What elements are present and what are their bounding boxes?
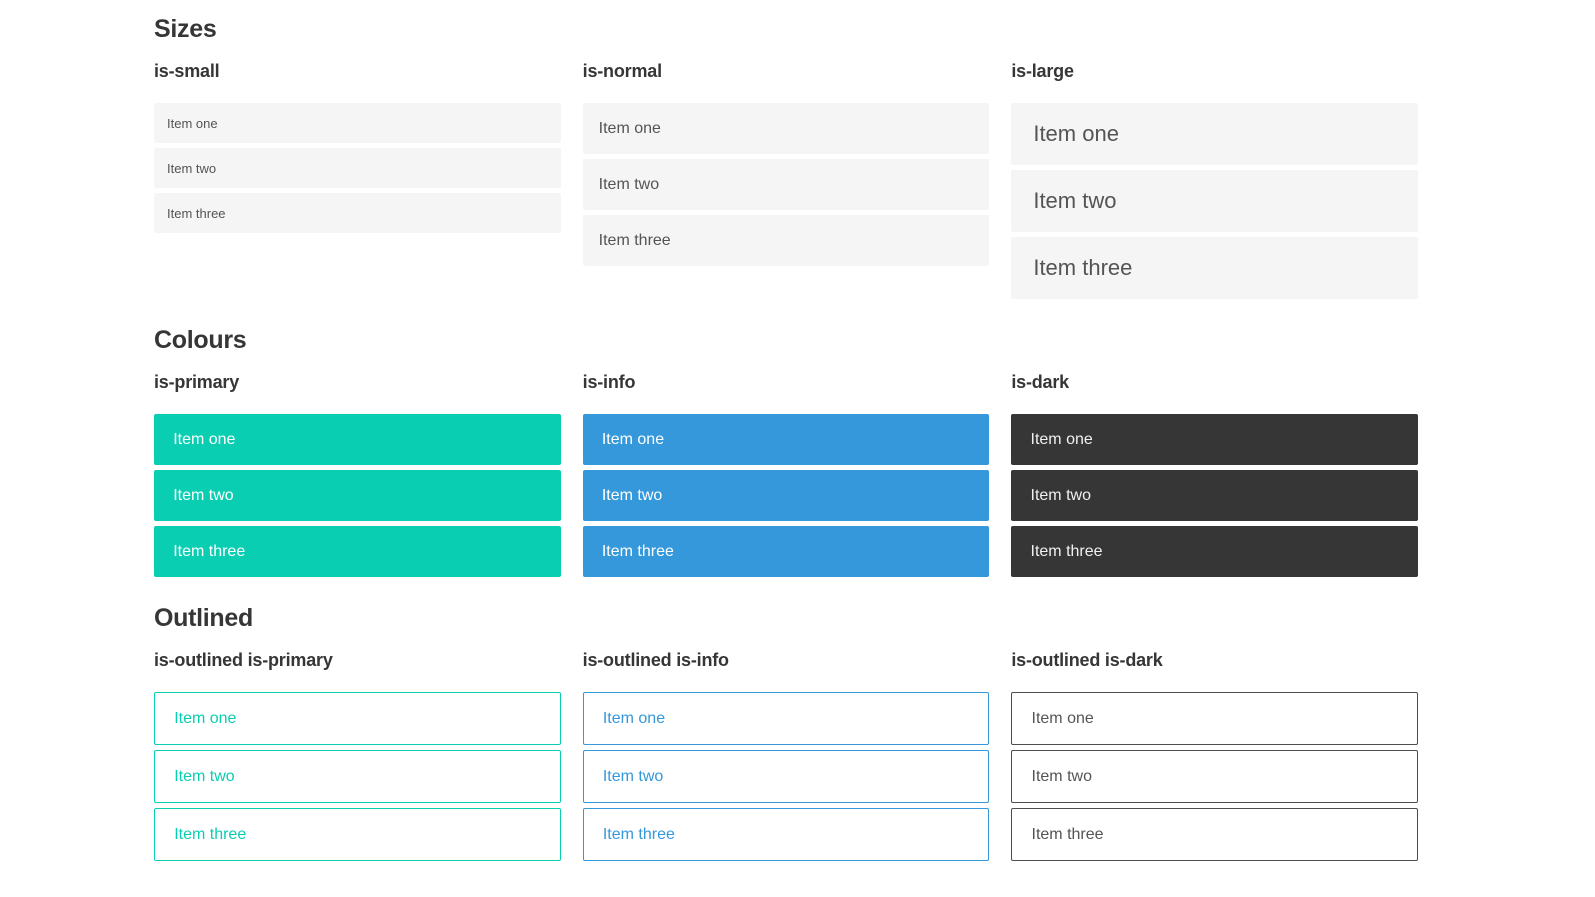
item-list: Item one Item two Item three bbox=[582, 414, 990, 577]
group-label: is-outlined is-info bbox=[582, 650, 729, 670]
list-item[interactable]: Item three bbox=[1011, 237, 1418, 299]
item-list: Item one Item two Item three bbox=[1011, 414, 1418, 577]
list-item[interactable]: Item two bbox=[154, 148, 561, 188]
list-item[interactable]: Item three bbox=[582, 526, 990, 577]
group-label: is-primary bbox=[154, 372, 240, 392]
list-item[interactable]: Item three bbox=[154, 526, 561, 577]
list-item[interactable]: Item two bbox=[582, 470, 990, 521]
group-is-normal: is-normal Item one Item two Item three bbox=[582, 60, 990, 266]
group-label: is-large bbox=[1011, 61, 1074, 81]
group-is-dark: is-dark Item one Item two Item three bbox=[1011, 371, 1418, 577]
item-list: Item one Item two Item three bbox=[582, 692, 990, 861]
section-title: Colours bbox=[154, 326, 247, 354]
group-label: is-outlined is-dark bbox=[1011, 650, 1163, 670]
group-is-small: is-small Item one Item two Item three bbox=[154, 60, 561, 233]
group-label: is-normal bbox=[582, 61, 662, 81]
group-is-outlined-is-info: is-outlined is-info Item one Item two It… bbox=[582, 649, 990, 861]
item-list: Item one Item two Item three bbox=[1011, 103, 1418, 299]
outlined-columns: is-outlined is-primary Item one Item two… bbox=[154, 649, 1418, 861]
list-item[interactable]: Item two bbox=[582, 159, 990, 210]
list-item[interactable]: Item two bbox=[1011, 750, 1418, 803]
group-label: is-outlined is-primary bbox=[154, 650, 333, 670]
list-item[interactable]: Item three bbox=[154, 808, 561, 861]
list-item[interactable]: Item one bbox=[582, 692, 990, 745]
colours-columns: is-primary Item one Item two Item three … bbox=[154, 371, 1418, 577]
list-item[interactable]: Item one bbox=[154, 692, 561, 745]
list-item[interactable]: Item one bbox=[582, 103, 990, 154]
section-colours: Colours is-primary Item one Item two Ite… bbox=[154, 325, 1418, 577]
list-item[interactable]: Item one bbox=[1011, 692, 1418, 745]
group-label: is-small bbox=[154, 61, 220, 81]
list-item[interactable]: Item one bbox=[154, 103, 561, 143]
section-title: Outlined bbox=[154, 604, 253, 632]
list-item[interactable]: Item three bbox=[582, 808, 990, 861]
list-item[interactable]: Item three bbox=[1011, 526, 1418, 577]
list-item[interactable]: Item two bbox=[1011, 470, 1418, 521]
list-item[interactable]: Item two bbox=[1011, 170, 1418, 232]
section-title: Sizes bbox=[154, 15, 217, 43]
list-item[interactable]: Item three bbox=[1011, 808, 1418, 861]
group-is-primary: is-primary Item one Item two Item three bbox=[154, 371, 561, 577]
list-item[interactable]: Item two bbox=[154, 750, 561, 803]
group-is-info: is-info Item one Item two Item three bbox=[582, 371, 990, 577]
section-outlined: Outlined is-outlined is-primary Item one… bbox=[154, 603, 1418, 861]
group-is-outlined-is-primary: is-outlined is-primary Item one Item two… bbox=[154, 649, 561, 861]
list-item[interactable]: Item one bbox=[1011, 414, 1418, 465]
item-list: Item one Item two Item three bbox=[1011, 692, 1418, 861]
list-item[interactable]: Item two bbox=[154, 470, 561, 521]
content-container: Sizes is-small Item one Item two Item th… bbox=[154, 14, 1418, 861]
sizes-columns: is-small Item one Item two Item three is… bbox=[154, 60, 1418, 299]
group-is-outlined-is-dark: is-outlined is-dark Item one Item two It… bbox=[1011, 649, 1418, 861]
list-item[interactable]: Item one bbox=[582, 414, 990, 465]
list-item[interactable]: Item three bbox=[154, 193, 561, 233]
list-item[interactable]: Item two bbox=[582, 750, 990, 803]
group-label: is-info bbox=[582, 372, 636, 392]
list-item[interactable]: Item one bbox=[154, 414, 561, 465]
item-list: Item one Item two Item three bbox=[154, 692, 561, 861]
item-list: Item one Item two Item three bbox=[582, 103, 990, 266]
list-item[interactable]: Item three bbox=[582, 215, 990, 266]
list-item[interactable]: Item one bbox=[1011, 103, 1418, 165]
group-label: is-dark bbox=[1011, 372, 1069, 392]
item-list: Item one Item two Item three bbox=[154, 414, 561, 577]
item-list: Item one Item two Item three bbox=[154, 103, 561, 233]
section-sizes: Sizes is-small Item one Item two Item th… bbox=[154, 14, 1418, 299]
group-is-large: is-large Item one Item two Item three bbox=[1011, 60, 1418, 299]
